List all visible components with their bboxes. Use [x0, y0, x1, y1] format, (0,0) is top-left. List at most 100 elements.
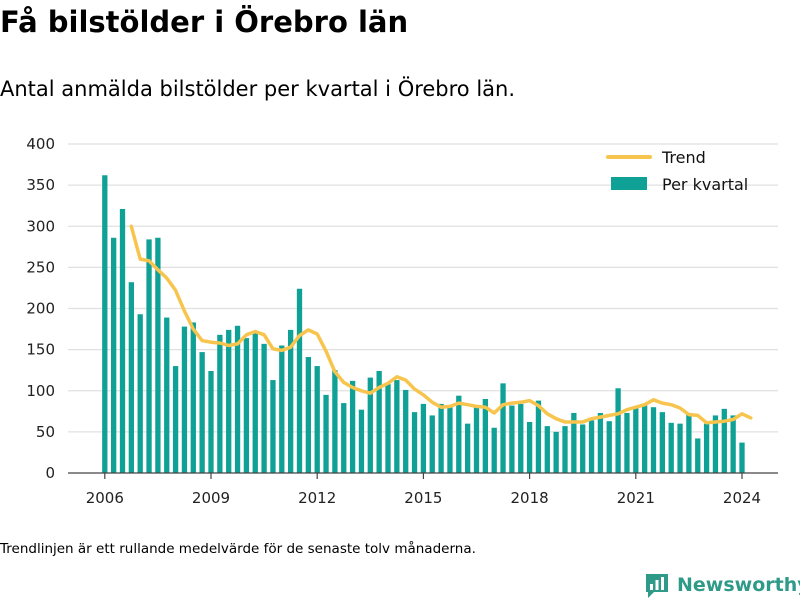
bar [279, 345, 285, 473]
chart-area: 0 50 100 150 200 250 300 350 400 2006 2009 2012 201… [26, 135, 778, 507]
bar [270, 380, 276, 473]
bar [111, 237, 117, 473]
bar [580, 424, 586, 473]
bar [447, 407, 453, 473]
x-tick-label: 2006 [86, 489, 124, 507]
bar [518, 403, 524, 473]
bar [500, 383, 506, 473]
bar [376, 371, 382, 473]
y-tick-label: 200 [26, 300, 55, 318]
bar [305, 357, 311, 473]
bar [217, 334, 223, 473]
y-tick-label: 400 [26, 135, 55, 153]
bar [190, 322, 196, 473]
bar [668, 422, 674, 473]
bar [703, 423, 710, 473]
bar [102, 175, 108, 473]
bar [438, 403, 444, 473]
bar [403, 389, 409, 473]
bar [226, 329, 232, 473]
bar [730, 415, 736, 473]
x-tick-label: 2012 [298, 489, 336, 507]
bar [199, 352, 205, 473]
bar [358, 409, 365, 473]
bar [332, 370, 338, 473]
bar [491, 427, 497, 473]
bar [243, 338, 250, 473]
y-tick-label: 150 [26, 341, 55, 359]
bar [155, 237, 161, 473]
x-tick-label: 2018 [511, 489, 549, 507]
bar [394, 380, 400, 473]
y-tick-label: 0 [45, 464, 55, 482]
bar [615, 388, 621, 473]
legend-swatch-per-kvartal [611, 177, 647, 190]
bar [606, 421, 612, 473]
bar [385, 384, 391, 473]
bar [323, 394, 329, 473]
y-axis-ticks: 0 50 100 150 200 250 300 350 400 [26, 135, 55, 482]
bar [473, 407, 480, 473]
bar [128, 282, 134, 473]
bar [526, 422, 533, 473]
y-tick-label: 350 [26, 176, 55, 194]
bar [456, 395, 462, 473]
bar [624, 412, 630, 473]
trend-line [129, 224, 753, 425]
legend-label-per-kvartal: Per kvartal [662, 175, 748, 194]
bar-series [102, 175, 745, 474]
x-tick-label: 2024 [723, 489, 761, 507]
brand-name: Newsworthy [677, 574, 800, 596]
bar [465, 423, 471, 473]
bar [234, 325, 241, 473]
bar [712, 415, 719, 473]
bar [509, 405, 515, 473]
bar [420, 403, 427, 473]
y-tick-label: 250 [26, 258, 55, 276]
bar [172, 366, 179, 473]
bar [314, 366, 320, 473]
bar [597, 412, 604, 473]
bar [288, 329, 294, 473]
bar [208, 371, 214, 473]
bar [695, 438, 701, 473]
x-tick-label: 2021 [617, 489, 655, 507]
bar [429, 415, 435, 473]
bar [261, 343, 267, 473]
bar [482, 398, 488, 473]
bar [164, 317, 170, 473]
bar [544, 426, 550, 473]
bar [633, 407, 639, 473]
x-tick-label: 2009 [192, 489, 230, 507]
bar [181, 326, 188, 473]
brand-logo: Newsworthy [644, 570, 800, 600]
bar [588, 420, 595, 473]
y-tick-label: 50 [36, 423, 55, 441]
grid-lines [68, 143, 778, 433]
bar [411, 412, 418, 473]
bar [553, 431, 559, 473]
bar [341, 403, 347, 473]
bar [686, 412, 692, 473]
chart-subtitle: Antal anmälda bilstölder per kvartal i Ö… [0, 77, 516, 101]
bar [137, 314, 143, 473]
bar [571, 412, 577, 473]
bar [677, 423, 683, 473]
legend: Trend Per kvartal [606, 148, 748, 194]
bar [562, 426, 568, 473]
bar [146, 239, 152, 473]
chart-title: Få bilstölder i Örebro län [0, 5, 409, 39]
bar [659, 412, 665, 473]
legend-label-trend: Trend [661, 148, 706, 167]
y-tick-label: 100 [26, 382, 55, 400]
bar [739, 442, 745, 473]
x-axis-ticks: 2006 2009 2012 2015 2018 2021 2024 [86, 473, 761, 507]
bar [119, 208, 126, 474]
bar [721, 408, 727, 473]
bar [367, 377, 373, 473]
bar [535, 400, 542, 473]
y-tick-label: 300 [26, 217, 55, 235]
bar [349, 380, 356, 473]
bar [296, 288, 303, 473]
bar [650, 407, 657, 473]
